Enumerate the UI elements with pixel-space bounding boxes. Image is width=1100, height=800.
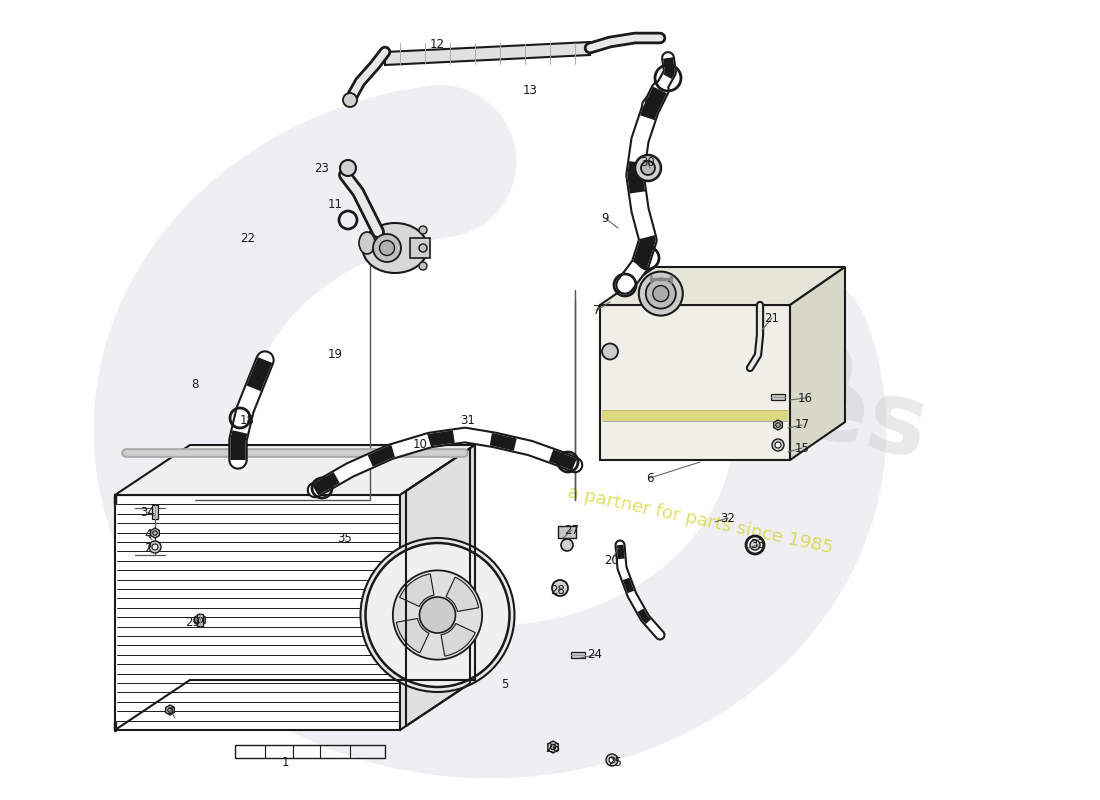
Text: a partner for parts since 1985: a partner for parts since 1985 <box>565 483 834 557</box>
Text: 30: 30 <box>640 155 656 169</box>
Circle shape <box>393 570 482 660</box>
Polygon shape <box>790 267 845 460</box>
Circle shape <box>550 744 556 750</box>
Text: 18: 18 <box>240 414 254 426</box>
Polygon shape <box>773 420 782 430</box>
Text: 4: 4 <box>144 529 152 542</box>
Circle shape <box>602 343 618 359</box>
Text: 6: 6 <box>647 471 653 485</box>
Text: 3: 3 <box>166 703 174 717</box>
Circle shape <box>750 540 760 550</box>
Circle shape <box>635 155 661 181</box>
Circle shape <box>153 530 157 535</box>
Text: 7: 7 <box>593 303 601 317</box>
Circle shape <box>776 442 781 448</box>
Circle shape <box>641 161 654 175</box>
Text: 5: 5 <box>502 678 508 691</box>
Circle shape <box>152 544 158 550</box>
Text: 9: 9 <box>602 211 608 225</box>
Text: 2: 2 <box>144 542 152 554</box>
Text: 21: 21 <box>764 311 780 325</box>
Circle shape <box>419 226 427 234</box>
Circle shape <box>646 278 675 309</box>
Circle shape <box>419 597 455 633</box>
Text: 16: 16 <box>798 391 813 405</box>
Polygon shape <box>600 305 790 460</box>
Circle shape <box>652 286 669 302</box>
Text: 32: 32 <box>720 511 736 525</box>
Ellipse shape <box>379 241 395 255</box>
Circle shape <box>365 543 509 687</box>
Ellipse shape <box>363 223 428 273</box>
Text: 26: 26 <box>546 742 561 754</box>
Text: 1: 1 <box>282 755 288 769</box>
Text: 11: 11 <box>328 198 342 211</box>
Text: 12: 12 <box>429 38 444 51</box>
Text: 19: 19 <box>328 349 342 362</box>
Ellipse shape <box>373 234 402 262</box>
Polygon shape <box>166 705 174 715</box>
Text: 33: 33 <box>750 538 766 551</box>
Circle shape <box>361 538 515 692</box>
Bar <box>152 505 158 519</box>
Bar <box>235 745 385 758</box>
Text: 29: 29 <box>186 615 200 629</box>
Text: 23: 23 <box>315 162 329 174</box>
Wedge shape <box>441 623 475 656</box>
Text: 28: 28 <box>551 583 565 597</box>
Bar <box>602 410 788 422</box>
Polygon shape <box>600 267 845 305</box>
Bar <box>197 614 204 626</box>
Text: 31: 31 <box>461 414 475 426</box>
Bar <box>116 495 400 730</box>
Polygon shape <box>151 528 160 538</box>
Circle shape <box>552 580 568 596</box>
Wedge shape <box>446 577 478 611</box>
Polygon shape <box>548 741 558 753</box>
Circle shape <box>167 708 173 712</box>
Text: 10: 10 <box>412 438 428 451</box>
Text: 13: 13 <box>522 83 538 97</box>
Polygon shape <box>116 445 475 495</box>
Text: 27: 27 <box>564 523 580 537</box>
Text: 17: 17 <box>794 418 810 431</box>
Bar <box>571 652 585 658</box>
Circle shape <box>148 541 161 553</box>
Text: 24: 24 <box>587 649 603 662</box>
Circle shape <box>772 439 784 451</box>
Bar <box>558 526 576 538</box>
Circle shape <box>606 754 618 766</box>
Text: 22: 22 <box>241 231 255 245</box>
Text: 25: 25 <box>607 755 623 769</box>
Text: 15: 15 <box>794 442 810 454</box>
Text: 20: 20 <box>605 554 619 566</box>
Text: 8: 8 <box>191 378 199 391</box>
Circle shape <box>340 160 356 176</box>
Circle shape <box>776 422 780 427</box>
Text: res: res <box>744 349 936 481</box>
Polygon shape <box>400 445 475 730</box>
Bar <box>771 394 785 400</box>
Bar <box>410 238 430 258</box>
Circle shape <box>419 262 427 270</box>
Circle shape <box>343 93 358 107</box>
Circle shape <box>197 618 202 622</box>
Text: 34: 34 <box>141 506 155 518</box>
Ellipse shape <box>359 232 375 254</box>
Circle shape <box>419 244 427 252</box>
Wedge shape <box>399 574 435 606</box>
Text: 35: 35 <box>338 531 352 545</box>
Circle shape <box>561 539 573 551</box>
Circle shape <box>639 272 683 315</box>
Polygon shape <box>385 42 590 65</box>
Polygon shape <box>195 614 206 626</box>
Wedge shape <box>396 618 429 653</box>
Circle shape <box>609 757 615 763</box>
Text: euro: euro <box>594 276 866 424</box>
